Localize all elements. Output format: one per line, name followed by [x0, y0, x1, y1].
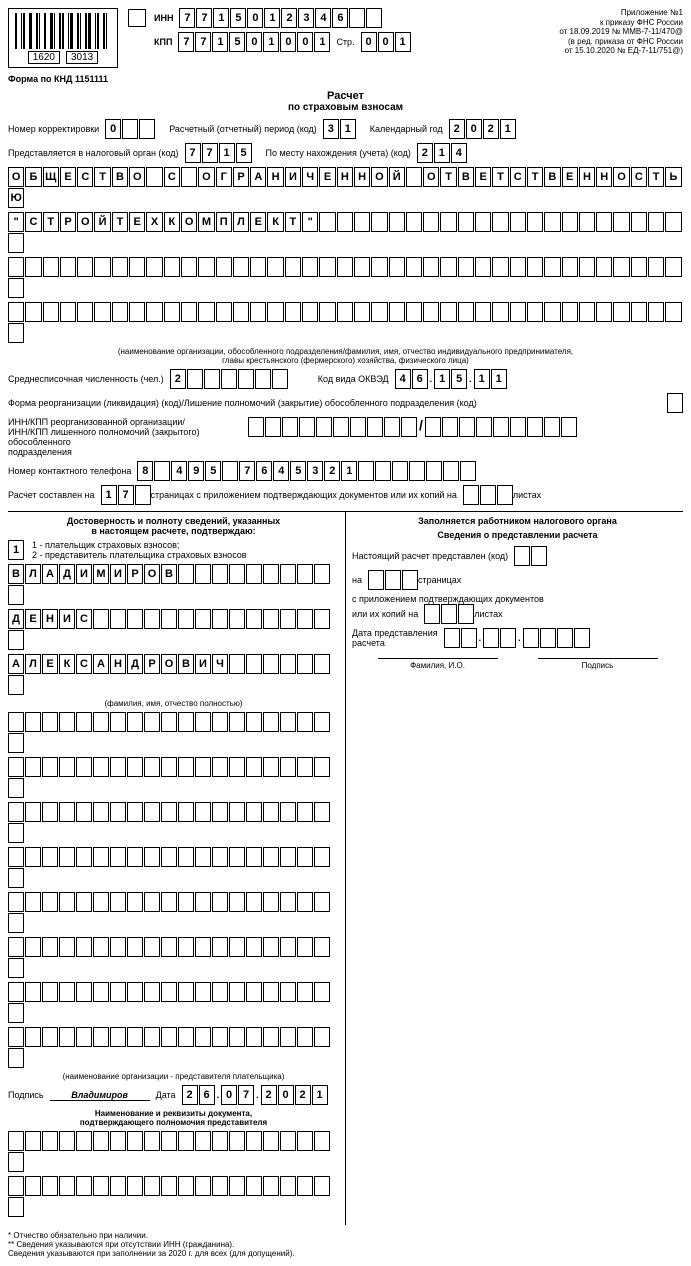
signer-name-grid: ВЛАДИМИРОВДЕНИСАЛЕКСАНДРОВИЧ [8, 564, 339, 695]
r-pages [368, 570, 418, 590]
date-d: 26 [182, 1085, 215, 1105]
phone-cells: 84957645321 [137, 461, 476, 481]
sig-value: Владимиров [50, 1090, 150, 1101]
r-l4b: листах [474, 609, 502, 619]
r-date-d [444, 628, 477, 648]
str-cells: 001 [361, 32, 411, 52]
taxorg-cells: 7715 [185, 143, 252, 163]
corr-label: Номер корректировки [8, 124, 99, 134]
org-name-grid: ОБЩЕСТВОСОГРАНИЧЕННОЙОТВЕТСТВЕННОСТЬЮ"СТ… [8, 167, 683, 343]
barcode-num2: 3013 [66, 51, 98, 64]
right-title: Заполняется работником налогового органа [352, 516, 683, 526]
date-y: 2021 [261, 1085, 328, 1105]
date-label: Дата [156, 1090, 176, 1100]
doc-title-left: Наименование и реквизиты документа,подтв… [8, 1109, 339, 1127]
avg-cells: 2 [170, 369, 288, 389]
r-l3: с приложением подтверждающих документов [352, 594, 677, 604]
place-label: По месту нахождения (учета) (код) [266, 148, 411, 158]
sig-label: Подпись [8, 1090, 44, 1100]
r-att [424, 604, 474, 624]
corr-cells: 0 [105, 119, 155, 139]
taxorg-label: Представляется в налоговый орган (код) [8, 148, 179, 158]
reorg-code-cell [667, 393, 683, 413]
okved-c: 11 [474, 369, 507, 389]
header-row: 1620 3013 ИНН 7715012346 КПП 771501001 С… [8, 8, 683, 68]
org-note: (наименование организации, обособленного… [8, 347, 683, 365]
pages2-cells [463, 485, 513, 505]
doc-title: Расчет [8, 90, 683, 102]
marker-square [128, 9, 146, 27]
okved-b: 15 [434, 369, 467, 389]
confirm-code: 1 [8, 540, 24, 560]
r-l2a: на [352, 575, 362, 585]
name-note: (фамилия, имя, отчество полностью) [8, 699, 339, 708]
pages-l2: страницах с приложением подтверждающих д… [151, 490, 457, 500]
rep-org-grid [8, 712, 339, 1068]
barcode-num1: 1620 [28, 51, 60, 64]
innkpp-l3: подразделения [8, 447, 242, 457]
kpp-cells: 771501001 [178, 32, 330, 52]
r-code [514, 546, 547, 566]
r-l5: Дата представлениярасчета [352, 628, 438, 648]
r-l2b: страницах [418, 575, 461, 585]
right-pane: Заполняется работником налогового органа… [346, 512, 683, 1225]
left-org-note: (наименование организации - представител… [8, 1072, 339, 1081]
innkpp-l1: ИНН/КПП реорганизованной организации/ [8, 417, 242, 427]
r-l1: Настоящий расчет представлен (код) [352, 551, 508, 561]
r-date-y [523, 628, 590, 648]
r-sig2: Подпись [538, 661, 658, 670]
year-cells: 2021 [449, 119, 516, 139]
date-m: 07 [221, 1085, 254, 1105]
r-date-m [483, 628, 516, 648]
inn-label: ИНН [154, 13, 173, 23]
reorg-kpp [425, 417, 577, 437]
period-cells: 31 [323, 119, 356, 139]
innkpp-l2: ИНН/КПП лишенного полномочий (закрытого)… [8, 427, 242, 447]
r-sig1: Фамилия, И.О. [378, 661, 498, 670]
reorg-label: Форма реорганизации (ликвидация) (код)/Л… [8, 398, 477, 408]
left-pane: Достоверность и полноту сведений, указан… [8, 512, 346, 1225]
str-label: Стр. [336, 37, 354, 47]
code-note: 1 - плательщик страховых взносов;2 - пре… [32, 540, 247, 560]
kpp-label: КПП [154, 37, 172, 47]
barcode: 1620 3013 [8, 8, 118, 68]
year-label: Календарный год [370, 124, 443, 134]
appendix-text: Приложение №1к приказу ФНС Россииот 18.0… [559, 8, 683, 56]
phone-label: Номер контактного телефона [8, 466, 131, 476]
footnote: * Отчество обязательно при наличии.** Св… [8, 1231, 683, 1258]
pages-l1: Расчет составлен на [8, 490, 95, 500]
okved-label: Код вида ОКВЭД [318, 374, 389, 384]
avg-label: Среднесписочная численность (чел.) [8, 374, 164, 384]
right-subtitle: Сведения о представлении расчета [352, 530, 683, 540]
left-title: Достоверность и полноту сведений, указан… [8, 516, 339, 536]
period-label: Расчетный (отчетный) период (код) [169, 124, 317, 134]
reorg-inn [248, 417, 417, 437]
inn-cells: 7715012346 [179, 8, 382, 28]
okved-a: 46 [395, 369, 428, 389]
place-cells: 214 [417, 143, 467, 163]
pages-l3: листах [513, 490, 541, 500]
doc-subtitle: по страховым взносам [8, 102, 683, 113]
doc-grid [8, 1131, 339, 1217]
pages-cells: 17 [101, 485, 151, 505]
r-l4a: или их копий на [352, 609, 418, 619]
form-code: Форма по КНД 1151111 [8, 74, 108, 84]
